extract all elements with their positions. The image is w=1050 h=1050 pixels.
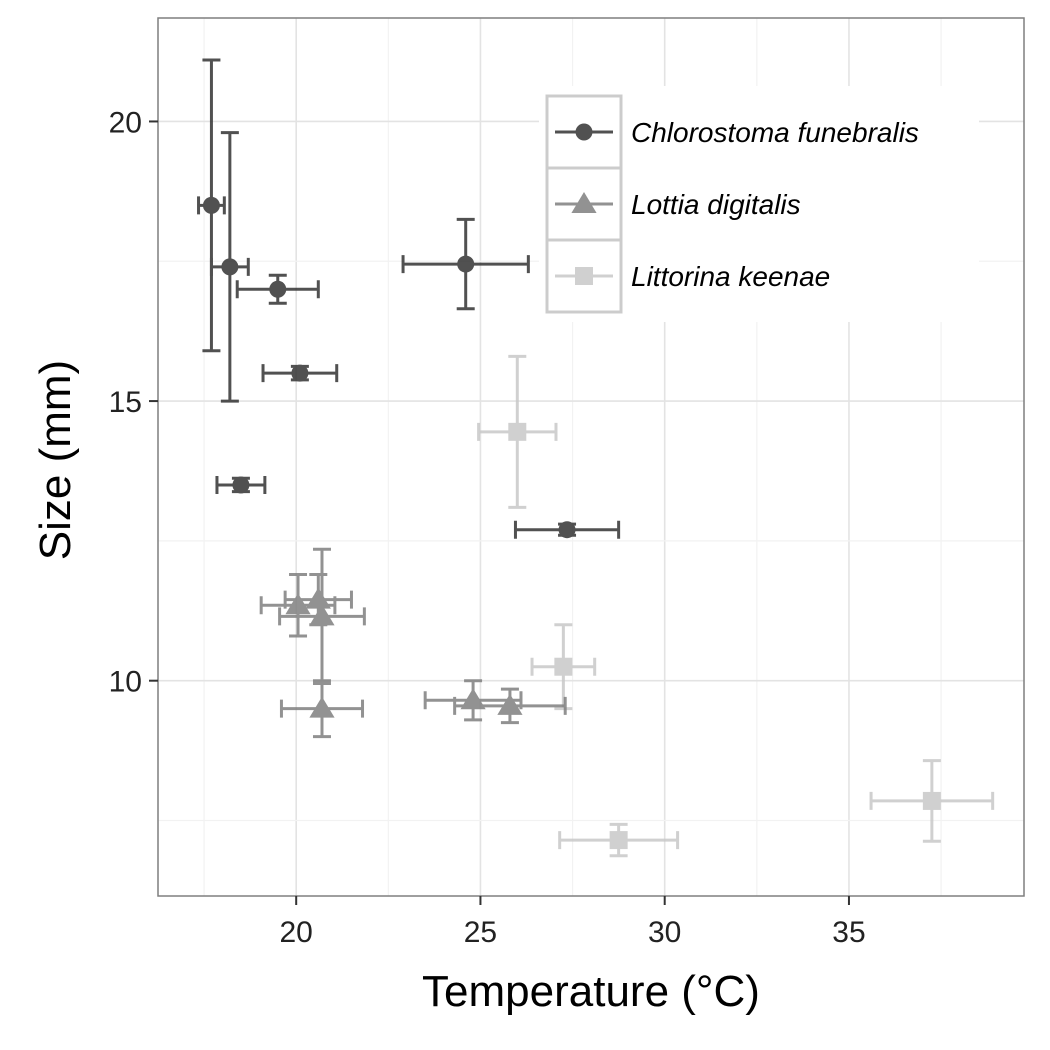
legend-label: Lottia digitalis (631, 189, 801, 220)
data-point (457, 255, 475, 273)
legend-key-glyph (555, 123, 613, 141)
data-point (232, 476, 250, 494)
data-point (269, 280, 287, 298)
data-point (285, 593, 311, 615)
axes: 20 25 30 35 10 15 20 (109, 106, 866, 949)
legend-marker (575, 267, 593, 285)
legend-key-glyph (555, 267, 613, 285)
x-axis-title: Temperature (°C) (422, 967, 760, 1016)
data-point (554, 657, 573, 676)
plot-border (157, 17, 1025, 897)
legend-label: Littorina keenae (631, 261, 830, 292)
data-point (221, 258, 239, 276)
legend: Chlorostoma funebralis Lottia digitalis Li… (539, 86, 979, 322)
legend-key-glyph (555, 192, 613, 213)
series-triangle (259, 547, 567, 739)
x-tick-label: 20 (280, 916, 313, 949)
y-axis-title: Size (mm) (31, 360, 80, 560)
data-point (609, 831, 628, 850)
data-point (309, 696, 335, 718)
data-point (291, 364, 309, 382)
y-tick-label: 20 (109, 106, 142, 139)
legend-item: Littorina keenae (545, 238, 830, 314)
x-tick-label: 30 (648, 916, 681, 949)
series-circle (197, 58, 621, 539)
data-point (460, 688, 486, 710)
series-square (477, 354, 995, 858)
data-point (202, 196, 220, 214)
legend-marker (571, 192, 597, 213)
data-point (497, 693, 523, 715)
legend-item: Chlorostoma funebralis (545, 94, 919, 170)
data-point (558, 521, 576, 539)
data-point (508, 422, 527, 441)
y-tick-label: 15 (109, 386, 142, 419)
y-tick-label: 10 (109, 666, 142, 699)
x-tick-label: 35 (832, 916, 865, 949)
data-layer (197, 58, 995, 858)
data-point (305, 587, 331, 609)
x-tick-label: 25 (464, 916, 497, 949)
data-point (922, 791, 941, 810)
data-point (309, 604, 335, 626)
legend-label: Chlorostoma funebralis (631, 117, 919, 148)
legend-marker (575, 123, 593, 141)
